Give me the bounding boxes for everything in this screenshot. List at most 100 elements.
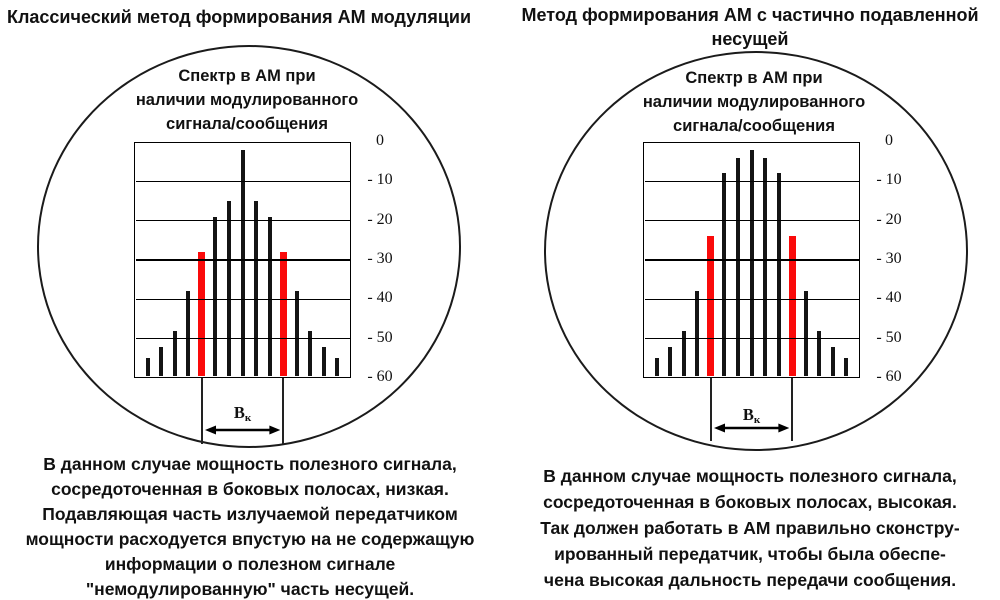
y-axis-tick-label: - 40: [876, 289, 902, 307]
chart-gridline: [644, 259, 859, 261]
spectrum-circle: [544, 51, 968, 451]
panel-title-line: Классический метод формирования АМ модул…: [6, 7, 472, 27]
circle-title: Спектр в АМ при наличии модулированного си…: [37, 64, 457, 136]
bandwidth-label-main: B: [233, 403, 245, 422]
spectrum-bar: [681, 330, 686, 376]
chart-gridline: [644, 298, 859, 301]
bandwidth-label: Bк: [213, 403, 273, 424]
chart-gridline: [135, 298, 350, 301]
spectrum-bar: [213, 216, 218, 376]
chart-gridline: [644, 180, 859, 183]
spectrum-bar: [654, 358, 659, 376]
spectrum-bar: [695, 291, 700, 376]
spectrum-bar: [763, 157, 768, 376]
spectrum-bar: [817, 330, 822, 376]
spectrum-bar: [294, 291, 299, 376]
y-axis-tick-label: - 40: [367, 289, 393, 307]
spectrum-bar-highlighted: [279, 252, 287, 376]
y-axis-tick-label: - 60: [876, 368, 902, 385]
arrowhead-left: [204, 425, 216, 435]
panel-caption-line: В данном случае мощность полезного сигна…: [543, 466, 957, 486]
bandwidth-guide-line: [282, 378, 284, 444]
bandwidth-label-subscript: к: [244, 412, 252, 424]
spectrum-bar: [186, 291, 191, 376]
arrowhead-left: [713, 423, 725, 433]
y-axis-tick-label: - 30: [876, 250, 902, 267]
spectrum-bar-highlighted: [788, 236, 796, 376]
panel-caption-line: информации о полезном сигнале: [104, 554, 396, 574]
circle-title-line: Спектр в АМ при: [178, 67, 316, 85]
circle-title-line: наличии модулированного: [642, 93, 866, 111]
panel-caption-line: мощности расходуется впустую на не содер…: [25, 529, 475, 549]
panel-caption: В данном случае мощность полезного сигна…: [500, 463, 1000, 593]
spectrum-bar: [254, 201, 259, 376]
spectrum-bar: [321, 346, 326, 376]
circle-title-line: Спектр в АМ при: [685, 69, 823, 87]
circle-title-line: сигнала/сообщения: [673, 117, 835, 135]
bandwidth-label: Bк: [722, 405, 782, 426]
panel-caption-line: В данном случае мощность полезного сигна…: [43, 454, 457, 474]
bandwidth-label-subscript: к: [753, 414, 761, 426]
spectrum-bar-highlighted: [707, 236, 715, 376]
y-axis-tick-label: - 20: [876, 210, 902, 228]
spectrum-bar: [735, 157, 740, 376]
chart-gridline: [135, 337, 350, 340]
panel-caption-line: ированный передатчик, чтобы была обеспе-: [554, 544, 946, 564]
arrowhead-right: [778, 423, 790, 433]
panel-suppressed-carrier-method: Метод формирования АМ с частично подавле…: [500, 0, 1000, 600]
panel-caption-line: "немодулированную" часть несущей.: [85, 579, 415, 599]
y-axis-tick-label: - 30: [367, 250, 393, 267]
spectrum-bar: [803, 291, 808, 376]
spectrum-bar: [226, 201, 231, 376]
bandwidth-guide-line: [791, 378, 793, 441]
chart-gridline: [135, 180, 350, 183]
panel-caption-line: Так должен работать в АМ правильно сконс…: [540, 518, 960, 538]
panel-caption-line: чена высокая дальность передачи сообщени…: [543, 570, 957, 590]
chart-gridline: [135, 219, 350, 222]
panel-title: Метод формирования АМ с частично подавле…: [500, 3, 1000, 51]
y-axis-tick-label: - 10: [367, 171, 393, 189]
panel-classic-am-method: Классический метод формирования АМ модул…: [0, 5, 500, 600]
panel-caption: В данном случае мощность полезного сигна…: [0, 452, 500, 600]
bandwidth-label-main: B: [742, 405, 754, 424]
spectrum-bar: [776, 173, 781, 376]
panel-caption-line: Подавляющая часть излучаемой передатчико…: [42, 504, 458, 524]
panel-caption-line: сосредоточенная в боковых полосах, высок…: [543, 492, 957, 512]
panel-title-line: Метод формирования АМ с частично подавле…: [521, 5, 979, 25]
circle-title: Спектр в АМ при наличии модулированного си…: [544, 66, 964, 138]
panel-title: Классический метод формирования АМ модул…: [0, 5, 478, 29]
chart-gridline: [644, 337, 859, 340]
y-axis-tick-label: - 50: [367, 328, 393, 346]
bandwidth-arrow: [204, 425, 281, 435]
spectrum-bar: [159, 346, 164, 376]
spectrum-bar: [722, 173, 727, 376]
y-axis-tick-label: - 50: [876, 328, 902, 346]
panel-caption-line: сосредоточенная в боковых полосах, низка…: [51, 479, 449, 499]
bandwidth-guide-line: [710, 378, 712, 441]
y-axis-tick-label: - 20: [367, 210, 393, 228]
spectrum-circle: [37, 45, 461, 448]
circle-title-line: сигнала/сообщения: [166, 115, 328, 133]
y-axis-tick-label: - 10: [876, 171, 902, 189]
spectrum-bar: [267, 216, 272, 376]
y-axis-tick-label: 0: [885, 132, 893, 149]
y-axis-tick-label: - 60: [367, 368, 393, 385]
spectrum-bar: [308, 330, 313, 376]
spectrum-bar-highlighted: [198, 252, 206, 376]
panel-title-line: несущей: [711, 29, 789, 49]
bandwidth-arrow: [713, 423, 790, 433]
spectrum-bar: [240, 149, 245, 376]
chart-gridline: [644, 219, 859, 222]
bandwidth-guide-line: [201, 378, 203, 444]
y-axis-tick-label: 0: [376, 132, 384, 149]
spectrum-bar: [335, 358, 340, 376]
arrowhead-right: [269, 425, 281, 435]
spectrum-bar: [749, 149, 754, 376]
spectrum-bar: [145, 358, 150, 376]
spectrum-bar: [830, 346, 835, 376]
spectrum-bar: [844, 358, 849, 376]
chart-gridline: [135, 259, 350, 261]
spectrum-bar: [668, 346, 673, 376]
circle-title-line: наличии модулированного: [135, 91, 359, 109]
